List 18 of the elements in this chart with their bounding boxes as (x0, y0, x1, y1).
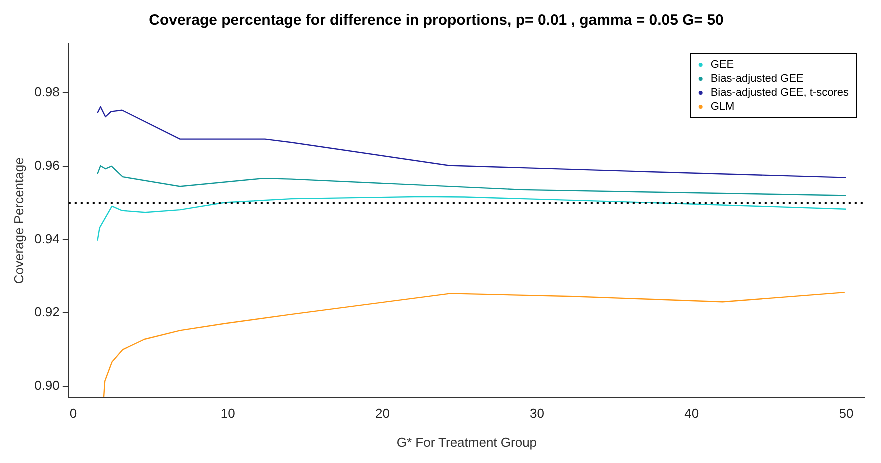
y-tick-label: 0.90 (34, 378, 60, 394)
legend-label: Bias-adjusted GEE (710, 73, 804, 86)
y-tick-label: 0.94 (34, 231, 60, 246)
chart-title: Coverage percentage for difference in proportions, p= 0.01 , gamma = 0.05 G= 50 (149, 12, 724, 30)
x-tick-label: 30 (530, 406, 545, 422)
legend-label: GLM (710, 101, 735, 114)
x-tick-label: 0 (70, 406, 78, 422)
x-axis-title: G* For Treatment Group (396, 434, 538, 450)
y-tick-label: 0.98 (34, 84, 60, 100)
legend-label: Bias-adjusted GEE, t-scores (710, 87, 850, 100)
legend-label: GEE (710, 59, 734, 72)
y-tick-label: 0.96 (34, 158, 60, 174)
y-axis-title: Coverage Percentage (11, 158, 26, 284)
y-tick-label: 0.92 (34, 304, 60, 320)
x-tick-label: 50 (839, 406, 854, 422)
x-tick-label: 40 (684, 406, 700, 422)
x-tick-label: 10 (220, 406, 236, 422)
x-tick-label: 20 (375, 406, 390, 422)
